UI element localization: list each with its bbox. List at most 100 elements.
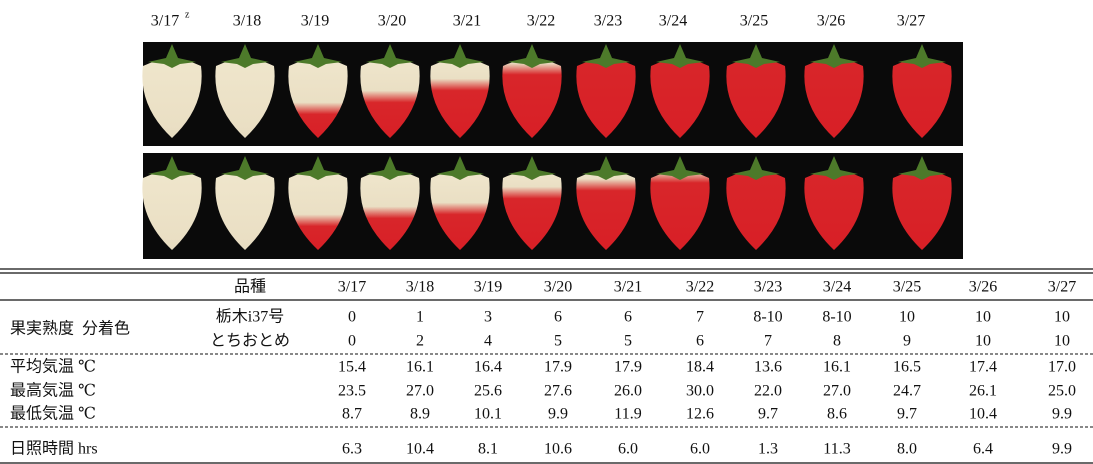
strawberry <box>502 171 562 250</box>
strawberry <box>142 171 202 250</box>
cell: 10 <box>899 309 915 326</box>
cell: 9.7 <box>897 406 917 423</box>
cell: 9.9 <box>1052 441 1072 458</box>
cell: 16.4 <box>474 359 502 376</box>
calyx <box>366 156 414 180</box>
cell: 26.1 <box>969 383 997 400</box>
cell: 6.3 <box>342 441 362 458</box>
strawberry <box>892 59 952 138</box>
cell: 23.5 <box>338 383 366 400</box>
header-date: 3/19 <box>474 279 502 296</box>
strawberry <box>650 59 710 138</box>
cell: 30.0 <box>686 383 714 400</box>
calyx <box>732 156 780 180</box>
header-date: 3/24 <box>823 279 851 296</box>
cell: 3 <box>484 309 492 326</box>
cell: 10.1 <box>474 406 502 423</box>
photo-date: 3/27 <box>897 13 925 30</box>
cell: 8-10 <box>753 309 782 326</box>
cell: 25.6 <box>474 383 502 400</box>
strawberry <box>576 171 636 250</box>
calyx <box>148 156 196 180</box>
cell: 10.4 <box>969 406 997 423</box>
row-label: 最高気温 ℃ <box>10 382 96 400</box>
ripeness-label: 果実熟度 <box>10 320 74 338</box>
cell: 10 <box>1054 309 1070 326</box>
cell: 9 <box>903 333 911 350</box>
photo-date: 3/24 <box>659 13 687 30</box>
calyx <box>366 44 414 68</box>
cell: 8.0 <box>897 441 917 458</box>
sunshine-label: 日照時間 hrs <box>10 440 98 458</box>
variety: 栃木i37号 <box>216 308 284 326</box>
cell: 17.9 <box>544 359 572 376</box>
strawberry <box>430 59 490 138</box>
calyx <box>221 156 269 180</box>
cell: 17.9 <box>614 359 642 376</box>
row-label: 最低気温 ℃ <box>10 405 96 423</box>
cell: 5 <box>624 333 632 350</box>
cell: 27.0 <box>823 383 851 400</box>
strawberry <box>804 171 864 250</box>
cell: 6.4 <box>973 441 993 458</box>
cell: 10 <box>975 309 991 326</box>
strawberry <box>430 171 490 250</box>
calyx <box>221 44 269 68</box>
calyx <box>898 44 946 68</box>
cell: 16.1 <box>406 359 434 376</box>
calyx <box>582 156 630 180</box>
calyx <box>656 44 704 68</box>
cell: 17.4 <box>969 359 997 376</box>
strawberry <box>360 171 420 250</box>
photo-date: 3/18 <box>233 13 261 30</box>
strawberry <box>360 59 420 138</box>
cell: 9.9 <box>1052 406 1072 423</box>
cell: 4 <box>484 333 492 350</box>
cell: 6.0 <box>690 441 710 458</box>
calyx <box>810 156 858 180</box>
cell: 17.0 <box>1048 359 1076 376</box>
cell: 13.6 <box>754 359 782 376</box>
header-date: 3/18 <box>406 279 434 296</box>
cell: 10.6 <box>544 441 572 458</box>
strawberry <box>804 59 864 138</box>
row-label: 平均気温 ℃ <box>10 358 96 376</box>
calyx <box>732 44 780 68</box>
calyx <box>294 44 342 68</box>
cell: 22.0 <box>754 383 782 400</box>
cell: 16.5 <box>893 359 921 376</box>
cell: 26.0 <box>614 383 642 400</box>
photo-date: 3/25 <box>740 13 768 30</box>
calyx <box>148 44 196 68</box>
header-date: 3/25 <box>893 279 921 296</box>
cell: 8.7 <box>342 406 362 423</box>
cell: 8.9 <box>410 406 430 423</box>
photo-date: 3/23 <box>594 13 622 30</box>
photo-date: 3/21 <box>453 13 481 30</box>
header-date: 3/22 <box>686 279 714 296</box>
calyx <box>656 156 704 180</box>
calyx <box>508 156 556 180</box>
cell: 9.7 <box>758 406 778 423</box>
cell: 12.6 <box>686 406 714 423</box>
header-date: 3/17 <box>338 279 366 296</box>
cell: 27.0 <box>406 383 434 400</box>
cell: 6.0 <box>618 441 638 458</box>
cell: 0 <box>348 333 356 350</box>
calyx <box>582 44 630 68</box>
strawberry <box>502 59 562 138</box>
ripeness-sublabel: 分着色 <box>82 320 130 338</box>
cell: 0 <box>348 309 356 326</box>
cell: 10 <box>1054 333 1070 350</box>
photo-date: 3/26 <box>817 13 845 30</box>
strawberry <box>288 59 348 138</box>
header-date: 3/26 <box>969 279 997 296</box>
cell: 11.9 <box>614 406 641 423</box>
cell: 10 <box>975 333 991 350</box>
cell: 2 <box>416 333 424 350</box>
cell: 10.4 <box>406 441 434 458</box>
cell: 5 <box>554 333 562 350</box>
calyx <box>898 156 946 180</box>
cell: 1.3 <box>758 441 778 458</box>
